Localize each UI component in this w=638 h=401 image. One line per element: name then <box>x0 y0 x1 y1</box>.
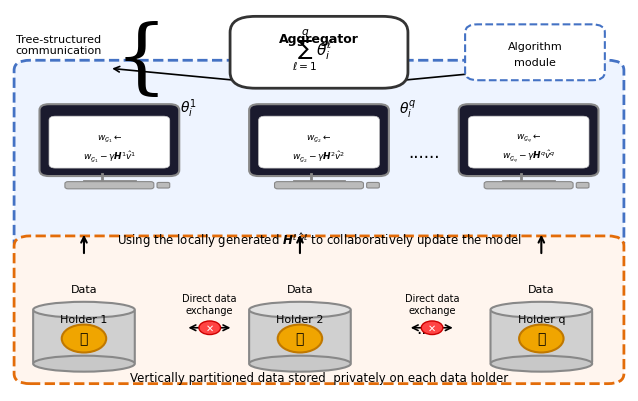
Text: $\sum_{\ell=1}^{q}\theta_i^{\ell}$: $\sum_{\ell=1}^{q}\theta_i^{\ell}$ <box>292 28 333 73</box>
Text: {: { <box>115 21 168 101</box>
FancyBboxPatch shape <box>491 310 592 364</box>
Text: ......: ...... <box>408 144 440 162</box>
FancyBboxPatch shape <box>367 183 380 188</box>
FancyBboxPatch shape <box>40 105 179 176</box>
Circle shape <box>421 321 443 335</box>
Text: ...: ... <box>416 319 432 337</box>
Text: Algorithm: Algorithm <box>508 42 562 52</box>
Text: Using the locally generated $\boldsymbol{H}^{\ell}\hat{v}^{\ell}$ to collaborati: Using the locally generated $\boldsymbol… <box>117 231 521 250</box>
Text: Data: Data <box>528 284 554 294</box>
Text: $\theta_i^1$: $\theta_i^1$ <box>181 97 197 120</box>
Ellipse shape <box>249 302 351 318</box>
FancyBboxPatch shape <box>65 182 154 189</box>
FancyBboxPatch shape <box>576 183 589 188</box>
FancyBboxPatch shape <box>249 105 389 176</box>
Circle shape <box>62 325 106 352</box>
FancyBboxPatch shape <box>249 310 351 364</box>
Text: module: module <box>514 58 556 68</box>
FancyBboxPatch shape <box>49 117 170 169</box>
FancyBboxPatch shape <box>33 310 135 364</box>
Text: Holder 1: Holder 1 <box>60 314 108 324</box>
Text: Vertically partitioned data stored  privately on each data holder: Vertically partitioned data stored priva… <box>130 371 508 384</box>
FancyBboxPatch shape <box>14 61 624 252</box>
FancyBboxPatch shape <box>468 117 589 169</box>
Text: 🔒: 🔒 <box>296 332 304 346</box>
Ellipse shape <box>491 302 592 318</box>
Text: Data: Data <box>71 284 97 294</box>
Text: $w_{\mathcal{G}_1} \leftarrow$: $w_{\mathcal{G}_1} \leftarrow$ <box>97 133 122 144</box>
FancyBboxPatch shape <box>230 17 408 89</box>
Circle shape <box>519 325 563 352</box>
Text: Direct data
exchange: Direct data exchange <box>182 293 237 315</box>
FancyBboxPatch shape <box>157 183 170 188</box>
Text: Holder 2: Holder 2 <box>276 314 323 324</box>
FancyBboxPatch shape <box>14 236 624 384</box>
FancyBboxPatch shape <box>274 182 364 189</box>
Text: Direct data
exchange: Direct data exchange <box>405 293 459 315</box>
Text: $\theta_i^q$: $\theta_i^q$ <box>399 98 417 120</box>
Text: Aggregator: Aggregator <box>279 33 359 46</box>
Text: ✕: ✕ <box>428 323 436 333</box>
Circle shape <box>199 321 221 335</box>
Ellipse shape <box>33 356 135 372</box>
FancyBboxPatch shape <box>258 117 380 169</box>
FancyBboxPatch shape <box>465 25 605 81</box>
Text: $w_{\mathcal{G}_2} \leftarrow$: $w_{\mathcal{G}_2} \leftarrow$ <box>306 133 332 144</box>
FancyBboxPatch shape <box>459 105 598 176</box>
FancyBboxPatch shape <box>484 182 573 189</box>
Text: Tree-structured
communication: Tree-structured communication <box>15 34 101 56</box>
Text: $w_{\mathcal{G}_2} - \gamma \boldsymbol{H}^2 \hat{v}^2$: $w_{\mathcal{G}_2} - \gamma \boldsymbol{… <box>292 149 346 164</box>
Text: 🔒: 🔒 <box>537 332 545 346</box>
Text: $w_{\mathcal{G}_1} - \gamma \boldsymbol{H}^1 \hat{v}^1$: $w_{\mathcal{G}_1} - \gamma \boldsymbol{… <box>83 149 136 164</box>
Text: ✕: ✕ <box>205 323 214 333</box>
Ellipse shape <box>491 356 592 372</box>
Text: Holder q: Holder q <box>517 314 565 324</box>
Ellipse shape <box>33 302 135 318</box>
Text: Data: Data <box>286 284 313 294</box>
Text: 🔒: 🔒 <box>80 332 88 346</box>
Circle shape <box>278 325 322 352</box>
Text: $w_{\mathcal{G}_q} - \gamma \boldsymbol{H}^q \hat{v}^q$: $w_{\mathcal{G}_q} - \gamma \boldsymbol{… <box>501 149 556 165</box>
Text: $w_{\mathcal{G}_q} \leftarrow$: $w_{\mathcal{G}_q} \leftarrow$ <box>516 132 541 145</box>
Ellipse shape <box>249 356 351 372</box>
